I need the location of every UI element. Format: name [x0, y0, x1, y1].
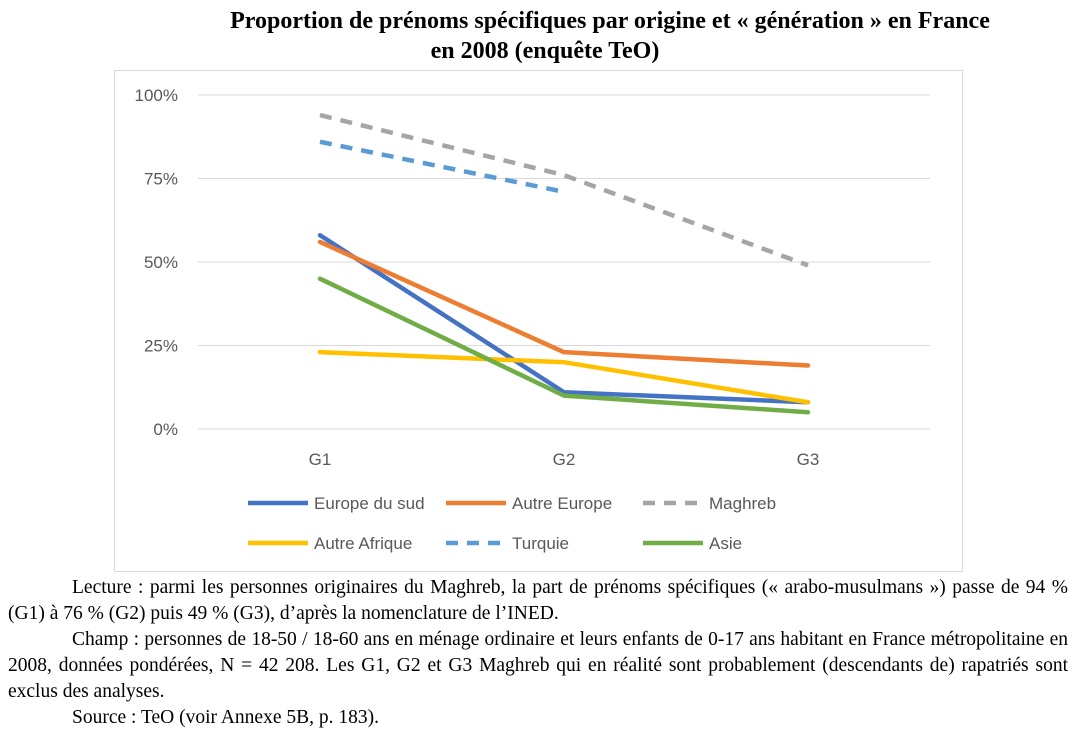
figure-notes: Lecture : parmi les personnes originaire…: [8, 575, 1068, 731]
note-lecture: Lecture : parmi les personnes originaire…: [8, 577, 1068, 624]
chart-title-line2: en 2008 (enquête TeO): [430, 38, 660, 64]
legend-label-turquie: Turquie: [512, 534, 569, 553]
line-chart: 0% 25% 50% 75% 100% G1 G2 G3 Europe du sud Autre …: [135, 86, 930, 553]
x-tick-label-G1: G1: [309, 450, 332, 469]
legend-label-autre-europe: Autre Europe: [512, 494, 612, 513]
legend-label-asie: Asie: [709, 534, 742, 553]
legend-label-maghreb: Maghreb: [709, 494, 776, 513]
y-tick-label: 75%: [144, 170, 178, 189]
note-champ: Champ : personnes de 18-50 / 18-60 ans e…: [8, 629, 1068, 702]
series-line-maghreb: [319, 112, 809, 268]
y-tick-label: 0%: [153, 420, 178, 439]
y-tick-label: 25%: [144, 337, 178, 356]
chart-area: 0% 25% 50% 75% 100% G1 G2 G3 Europe du sud Autre …: [114, 70, 963, 572]
y-tick-label: 100%: [135, 86, 178, 105]
series-line-europe-du-sud: [317, 233, 811, 405]
legend-label-autre-afrique: Autre Afrique: [314, 534, 412, 553]
series-line-autre-europe: [317, 239, 811, 368]
x-tick-label-G2: G2: [553, 450, 576, 469]
series-line-autre-afrique: [317, 349, 811, 405]
series-line-asie: [317, 276, 811, 415]
chart-title: Proportion de prénoms spécifiques par or…: [150, 6, 1070, 66]
note-source: Source : TeO (voir Annexe 5B, p. 183).: [72, 707, 379, 728]
x-tick-label-G3: G3: [797, 450, 820, 469]
legend-label-europe-du-sud: Europe du sud: [314, 494, 425, 513]
chart-title-line1: Proportion de prénoms spécifiques par or…: [230, 8, 990, 34]
y-tick-label: 50%: [144, 253, 178, 272]
